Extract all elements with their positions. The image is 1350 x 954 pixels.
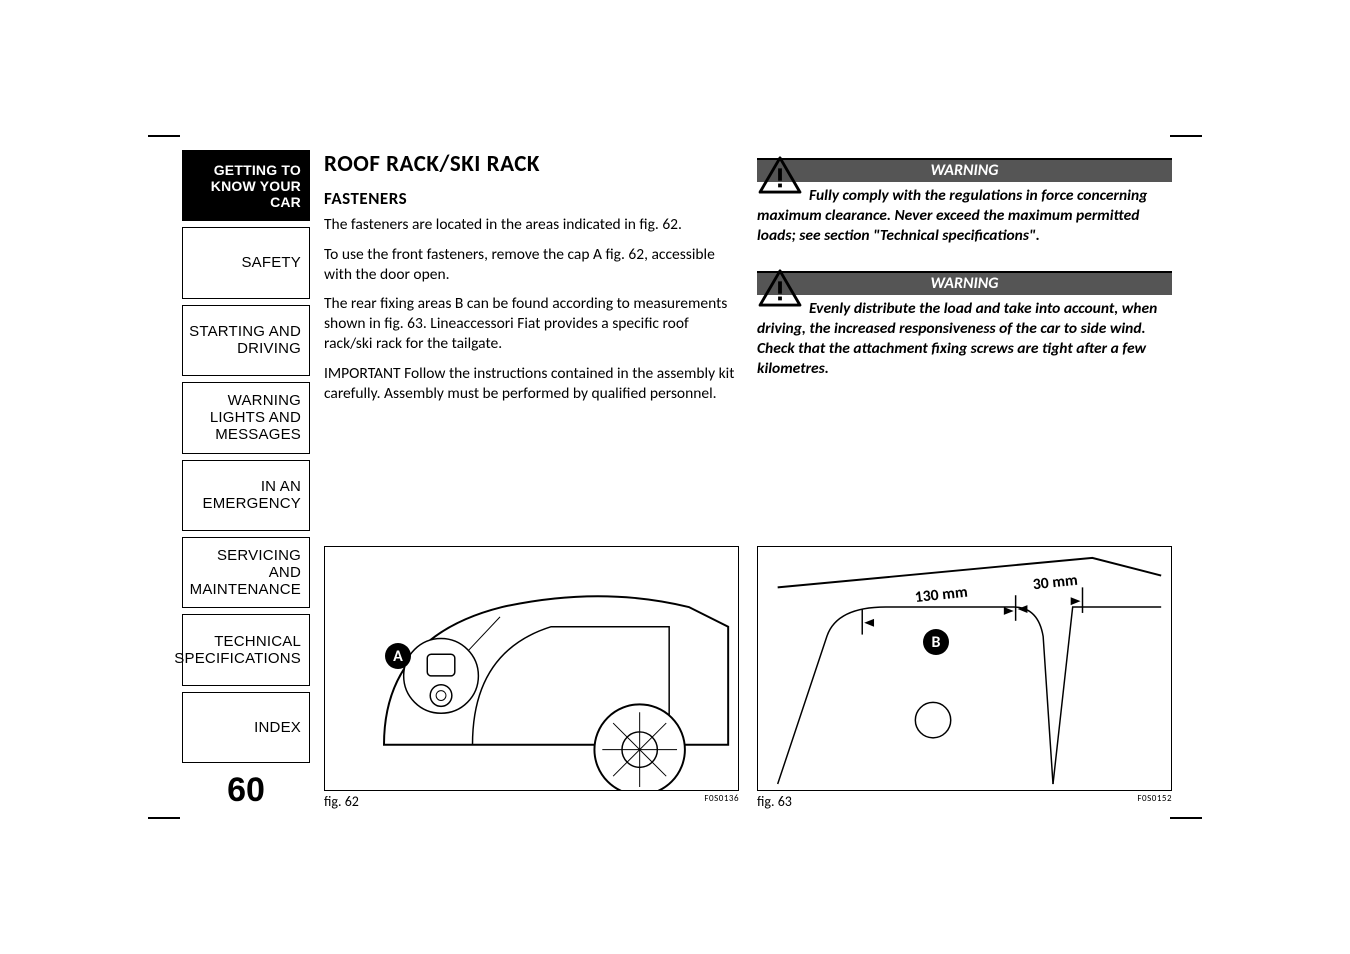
car-rear-fastener-illustration: 130 mm 30 mm: [758, 547, 1171, 790]
nav-item-warning-lights[interactable]: WARNING LIGHTS AND MESSAGES: [182, 382, 310, 453]
warning-triangle-icon: [757, 269, 803, 307]
figure-62-image: A: [324, 546, 739, 791]
paragraph: To use the front fasteners, remove the c…: [324, 245, 739, 285]
nav-item-getting-to-know[interactable]: GETTING TO KNOW YOUR CAR: [182, 150, 310, 221]
warning-body-text: Evenly distribute the load and take into…: [757, 299, 1157, 377]
car-front-fastener-illustration: [325, 547, 738, 790]
warning-triangle-icon: [757, 156, 803, 194]
page-content: ROOF RACK/SKI RACK FASTENERS The fastene…: [310, 150, 1172, 810]
column-right: WARNING Fully comply with the regulation…: [757, 150, 1172, 810]
figure-code: F0S0152: [1137, 793, 1172, 810]
nav-item-starting-driving[interactable]: STARTING AND DRIVING: [182, 305, 310, 376]
column-left: ROOF RACK/SKI RACK FASTENERS The fastene…: [324, 150, 739, 810]
callout-a: A: [385, 643, 411, 669]
warning-text: Fully comply with the regulations in for…: [757, 186, 1172, 245]
warning-text: Evenly distribute the load and take into…: [757, 299, 1172, 378]
figure-63: 130 mm 30 mm B: [757, 546, 1172, 810]
dimension-30mm: 30 mm: [1032, 571, 1079, 595]
paragraph: IMPORTANT Follow the instructions contai…: [324, 364, 739, 404]
page-number: 60: [182, 771, 310, 810]
nav-item-tech-specs[interactable]: TECHNICAL SPECIFICATIONS: [182, 614, 310, 685]
figure-label: fig. 63: [757, 793, 792, 810]
figure-code: F0S0136: [704, 793, 739, 810]
warning-body-text: Fully comply with the regulations in for…: [757, 186, 1147, 245]
warning-box: WARNING Fully comply with the regulation…: [757, 158, 1172, 245]
crop-mark: [148, 135, 180, 137]
figure-62: A fig. 62 F0S0136: [324, 546, 739, 810]
callout-b: B: [923, 629, 949, 655]
figure-63-image: 130 mm 30 mm B: [757, 546, 1172, 791]
warning-box: WARNING Evenly distribute the load and t…: [757, 271, 1172, 378]
crop-mark: [1170, 817, 1202, 819]
nav-item-safety[interactable]: SAFETY: [182, 227, 310, 298]
paragraph: The rear fixing areas B can be found acc…: [324, 294, 739, 353]
dimension-130mm: 130 mm: [914, 583, 969, 607]
crop-mark: [1170, 135, 1202, 137]
sidebar-nav: GETTING TO KNOW YOUR CAR SAFETY STARTING…: [182, 150, 310, 810]
warning-header: WARNING: [757, 271, 1172, 295]
nav-item-servicing[interactable]: SERVICING AND MAINTENANCE: [182, 537, 310, 608]
page-title: ROOF RACK/SKI RACK: [324, 150, 739, 178]
figure-label: fig. 62: [324, 793, 359, 810]
nav-item-index[interactable]: INDEX: [182, 692, 310, 763]
warning-header: WARNING: [757, 158, 1172, 182]
figure-caption: fig. 63 F0S0152: [757, 791, 1172, 810]
page: GETTING TO KNOW YOUR CAR SAFETY STARTING…: [182, 150, 1172, 810]
figure-caption: fig. 62 F0S0136: [324, 791, 739, 810]
crop-mark: [148, 817, 180, 819]
section-heading: FASTENERS: [324, 188, 739, 209]
paragraph: The fasteners are located in the areas i…: [324, 215, 739, 235]
nav-item-emergency[interactable]: IN AN EMERGENCY: [182, 460, 310, 531]
